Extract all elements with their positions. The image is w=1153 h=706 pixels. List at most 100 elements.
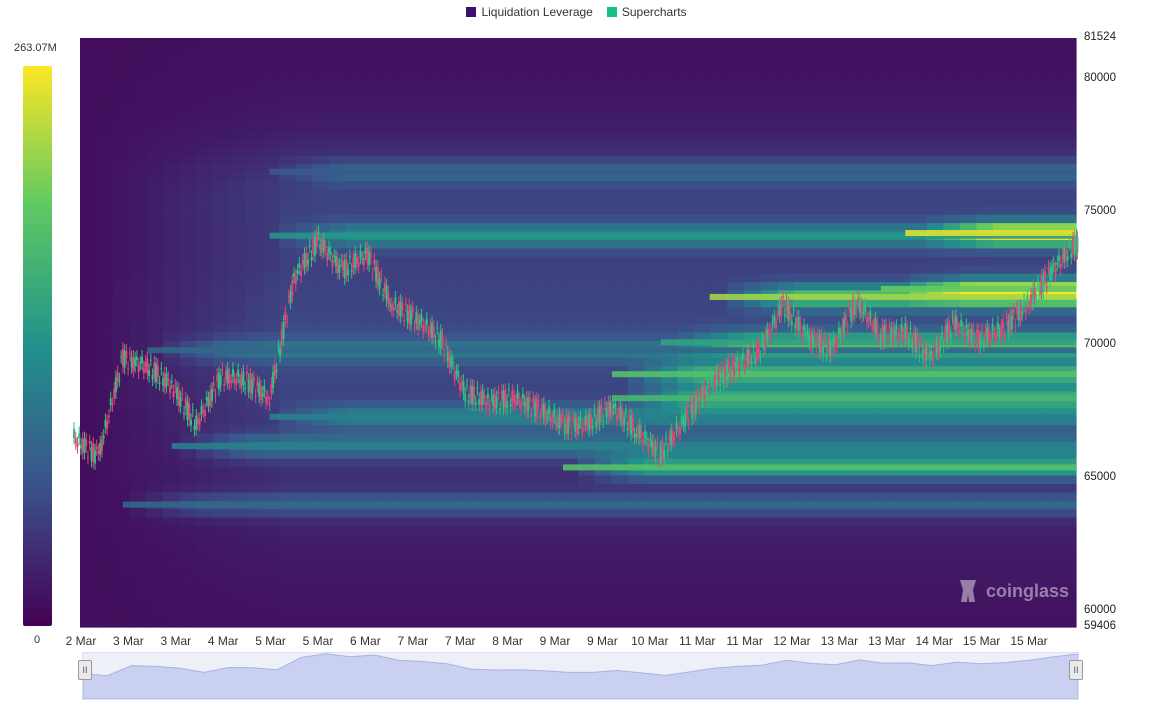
heatmap-cell — [727, 374, 745, 384]
price-candle-body — [579, 417, 582, 422]
heatmap-cell — [345, 475, 363, 485]
heatmap-cell — [893, 584, 911, 594]
heatmap-cell — [511, 223, 529, 233]
heatmap-cell — [744, 206, 762, 216]
heatmap-cell — [163, 96, 181, 106]
heatmap-cell — [179, 231, 197, 241]
heatmap-cell — [594, 458, 612, 468]
price-candle-body — [289, 291, 292, 303]
heatmap-cell — [544, 164, 562, 174]
heatmap-cell — [594, 130, 612, 140]
price-candle-body — [162, 378, 165, 386]
heatmap-cell — [727, 239, 745, 249]
heatmap-cell — [461, 542, 479, 552]
heatmap-cell — [528, 130, 546, 140]
heatmap-cell — [279, 416, 297, 426]
heatmap-cell — [312, 307, 330, 317]
heatmap-cell — [511, 96, 529, 106]
heatmap-cell — [196, 475, 214, 485]
price-candle-body — [502, 390, 505, 409]
heatmap-cell — [445, 601, 463, 611]
heatmap-cell — [627, 206, 645, 216]
heatmap-cell — [777, 416, 795, 426]
heatmap-cell — [993, 256, 1011, 266]
heatmap-cell — [129, 559, 147, 569]
heatmap-cell — [661, 610, 679, 620]
heatmap-cell — [777, 265, 795, 275]
heatmap-cell — [976, 214, 994, 224]
heatmap-cell — [395, 551, 413, 561]
heatmap-cell — [279, 383, 297, 392]
heatmap-cell — [876, 164, 894, 174]
heatmap-cell — [777, 551, 795, 561]
heatmap-cell — [910, 96, 928, 106]
heatmap-cell — [495, 551, 513, 561]
price-candle-body — [624, 411, 627, 413]
heatmap-cell — [212, 332, 230, 342]
heatmap-cell — [843, 450, 861, 460]
heatmap-cell — [478, 568, 496, 578]
heatmap-cell — [129, 63, 147, 73]
price-candle-body — [530, 413, 533, 416]
heatmap-cell — [478, 416, 496, 426]
price-candle-body — [210, 388, 213, 401]
heatmap-cell — [329, 164, 347, 174]
heatmap-cell — [511, 340, 529, 350]
heatmap-cell — [926, 475, 944, 485]
heatmap-cell — [229, 484, 247, 493]
heatmap-cell — [1009, 147, 1027, 157]
heatmap-cell — [926, 357, 944, 367]
heatmap-cell — [212, 517, 230, 527]
legend-item-0[interactable]: Liquidation Leverage — [466, 4, 593, 20]
heatmap-cell — [395, 458, 413, 468]
heatmap-cell — [212, 282, 230, 291]
heatmap-cell — [212, 450, 230, 460]
heatmap-cell — [544, 63, 562, 73]
heatmap-cell — [1009, 408, 1027, 418]
heatmap-cell — [611, 383, 629, 392]
heatmap-cell — [677, 517, 695, 527]
heatmap-cell — [163, 113, 181, 123]
heatmap-cell — [528, 509, 546, 519]
heatmap-cell — [793, 88, 811, 98]
heatmap-cell — [179, 298, 197, 308]
heatmap-cell — [594, 391, 612, 401]
heatmap-cell — [329, 96, 347, 106]
heatmap-cell — [661, 38, 679, 47]
heatmap-cell — [262, 433, 280, 443]
heatmap-cell — [727, 568, 745, 578]
heatmap-cell — [412, 223, 430, 233]
heatmap-cell — [262, 542, 280, 552]
heatmap-cell — [627, 139, 645, 148]
heatmap-cell — [893, 139, 911, 148]
heatmap-cell — [943, 38, 961, 47]
price-candle-body — [183, 412, 186, 414]
heatmap-cell — [976, 71, 994, 81]
heatmap-cell — [926, 509, 944, 519]
heatmap-cell — [1042, 534, 1060, 544]
heatmap-cell — [295, 568, 313, 578]
heatmap-cell — [295, 383, 313, 392]
heatmap-cell — [495, 349, 513, 359]
heatmap-cell — [644, 433, 662, 443]
heatmap-cell — [876, 374, 894, 384]
price-candle-body — [205, 397, 208, 401]
heatmap-cell — [910, 416, 928, 426]
heatmap-cell — [594, 88, 612, 98]
heatmap-cell — [511, 618, 529, 628]
heatmap-cell — [860, 172, 878, 182]
heatmap-cell — [810, 130, 828, 140]
price-candle-body — [125, 350, 128, 359]
heatmap-cell — [345, 214, 363, 224]
heatmap-cell — [395, 197, 413, 207]
heatmap-cell — [1009, 80, 1027, 90]
heatmap-cell — [976, 484, 994, 493]
heatmap-cell — [196, 38, 214, 47]
heatmap-cell — [993, 155, 1011, 165]
heatmap-cell — [229, 551, 247, 561]
heatmap-cell — [1009, 324, 1027, 334]
heatmap-cell — [329, 416, 347, 426]
heatmap-cell — [312, 290, 330, 300]
legend-item-1[interactable]: Supercharts — [606, 4, 687, 20]
